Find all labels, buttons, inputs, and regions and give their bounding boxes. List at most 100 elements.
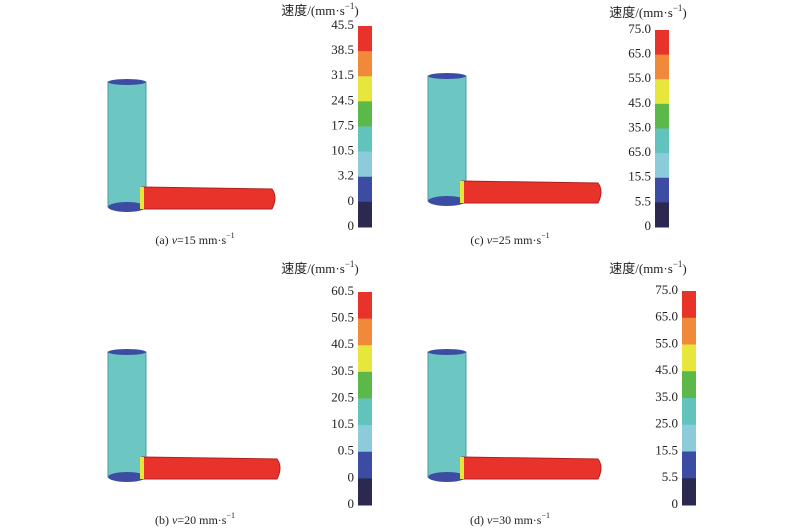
caption-text: =20 mm·s (177, 513, 226, 527)
colorbar-label: 40.5 (331, 336, 354, 351)
colorbar-segment (655, 79, 669, 105)
caption: (c) v=25 mm·s−1 (470, 231, 549, 247)
caption-var: v (172, 233, 178, 247)
colorbar-label: 0 (645, 218, 652, 233)
cylinder-top (108, 349, 146, 355)
title-text: 速度/(mm·s (609, 261, 673, 276)
caption-sup: −1 (226, 511, 235, 520)
colorbar-label: 3.2 (338, 168, 354, 183)
gate (140, 187, 144, 209)
cylinder-bottom (428, 472, 466, 482)
title-text: 速度/(mm·s (609, 5, 673, 20)
cylinder-top (108, 79, 146, 85)
colorbar-label: 0 (348, 496, 355, 511)
caption: (a) v=15 mm·s−1 (155, 231, 234, 247)
colorbar-label: 20.5 (331, 389, 354, 404)
caption-var: v (487, 233, 493, 247)
title-text: 速度/(mm·s (281, 3, 345, 18)
title-text: 速度/(mm·s (281, 261, 345, 276)
caption-var: v (487, 513, 493, 527)
colorbar-segment (358, 126, 372, 153)
colorbar-label: 38.5 (331, 42, 354, 57)
colorbar-segment (682, 451, 696, 479)
panel: 45.538.531.524.517.510.53.200速度/(mm·s−1)… (107, 1, 372, 247)
colorbar-label: 0 (348, 469, 355, 484)
colorbar-label: 25.0 (655, 416, 678, 431)
caption-text: =25 mm·s (492, 233, 541, 247)
colorbar-segment (358, 371, 372, 399)
colorbar-label: 55.0 (655, 335, 678, 350)
colorbar-title: 速度/(mm·s−1) (281, 259, 358, 276)
caption-label: (c) (470, 233, 486, 247)
colorbar-segment (358, 398, 372, 426)
colorbar-segment (655, 103, 669, 129)
colorbar-segment (682, 291, 696, 319)
colorbar-label: 45.5 (331, 17, 354, 32)
caption-text: =30 mm·s (492, 513, 541, 527)
colorbar-label: 0 (672, 496, 679, 511)
panel: 75.0 65.0 55.0 45.0 35.0 65.0 15.5 5.5 0 速度/(mm·s… (427, 3, 687, 247)
title-sup: −1 (345, 259, 355, 269)
colorbar-label: 0 (348, 218, 355, 233)
title-sup: −1 (673, 3, 683, 13)
colorbar-segment (358, 51, 372, 77)
runner (141, 456, 281, 480)
colorbar-segment (682, 344, 696, 372)
colorbar-label: 45.0 (628, 95, 651, 110)
cylinder-bottom (428, 196, 466, 206)
colorbar-segment (358, 345, 372, 373)
colorbar-label: 30.5 (331, 363, 354, 378)
colorbar-segment (358, 292, 372, 320)
panel: 60.550.540.530.520.510.50.500速度/(mm·s−1)… (107, 259, 372, 527)
colorbar-segment (682, 398, 696, 426)
runner (461, 456, 602, 480)
colorbar-segment (655, 177, 669, 203)
colorbar-segment (358, 101, 372, 127)
cylinder (107, 81, 147, 208)
cylinder-bottom (108, 202, 146, 212)
colorbar-segment (358, 318, 372, 346)
title-sup: −1 (673, 259, 683, 269)
colorbar-segment (358, 201, 372, 228)
colorbar-label: 15.5 (655, 442, 678, 457)
cylinder-top (428, 73, 466, 79)
gate (460, 181, 464, 203)
colorbar-label: 60.5 (331, 283, 354, 298)
caption-label: (d) (470, 513, 487, 527)
colorbar-segment (358, 425, 372, 453)
colorbar-label: 10.5 (331, 143, 354, 158)
caption-var: v (172, 513, 178, 527)
caption-label: (a) (155, 233, 171, 247)
colorbar-title: 速度/(mm·s−1) (609, 3, 686, 20)
colorbar-segment (682, 371, 696, 399)
colorbar-label: 10.5 (331, 416, 354, 431)
title-close: ) (682, 5, 686, 20)
caption: (b) v=20 mm·s−1 (155, 511, 235, 527)
colorbar-label: 0 (348, 193, 355, 208)
colorbar-segment (358, 176, 372, 203)
title-close: ) (354, 261, 358, 276)
colorbar-label: 24.5 (331, 92, 354, 107)
colorbar-label: 45.0 (655, 362, 678, 377)
cylinder-bottom (108, 472, 146, 482)
colorbar-label: 35.0 (655, 389, 678, 404)
colorbar-label: 15.5 (628, 169, 651, 184)
colorbar-segment (358, 26, 372, 52)
caption-sup: −1 (226, 231, 235, 240)
runner (141, 186, 276, 210)
colorbar-label: 65.0 (628, 46, 651, 61)
colorbar-segment (682, 478, 696, 506)
colorbar-segment (358, 151, 372, 178)
gate (460, 457, 464, 479)
colorbar-segment (358, 451, 372, 479)
caption-sup: −1 (541, 511, 550, 520)
title-close: ) (682, 261, 686, 276)
panel: 75.0 65.0 55.0 45.0 35.0 25.0 15.5 5.5 0 速度/(mm·s… (427, 259, 696, 527)
title-sup: −1 (345, 1, 355, 11)
colorbar-label: 75.0 (655, 282, 678, 297)
colorbar-label: 55.0 (628, 70, 651, 85)
colorbar-label: 35.0 (628, 119, 651, 134)
cylinder-top (428, 349, 466, 355)
gate (140, 457, 144, 479)
